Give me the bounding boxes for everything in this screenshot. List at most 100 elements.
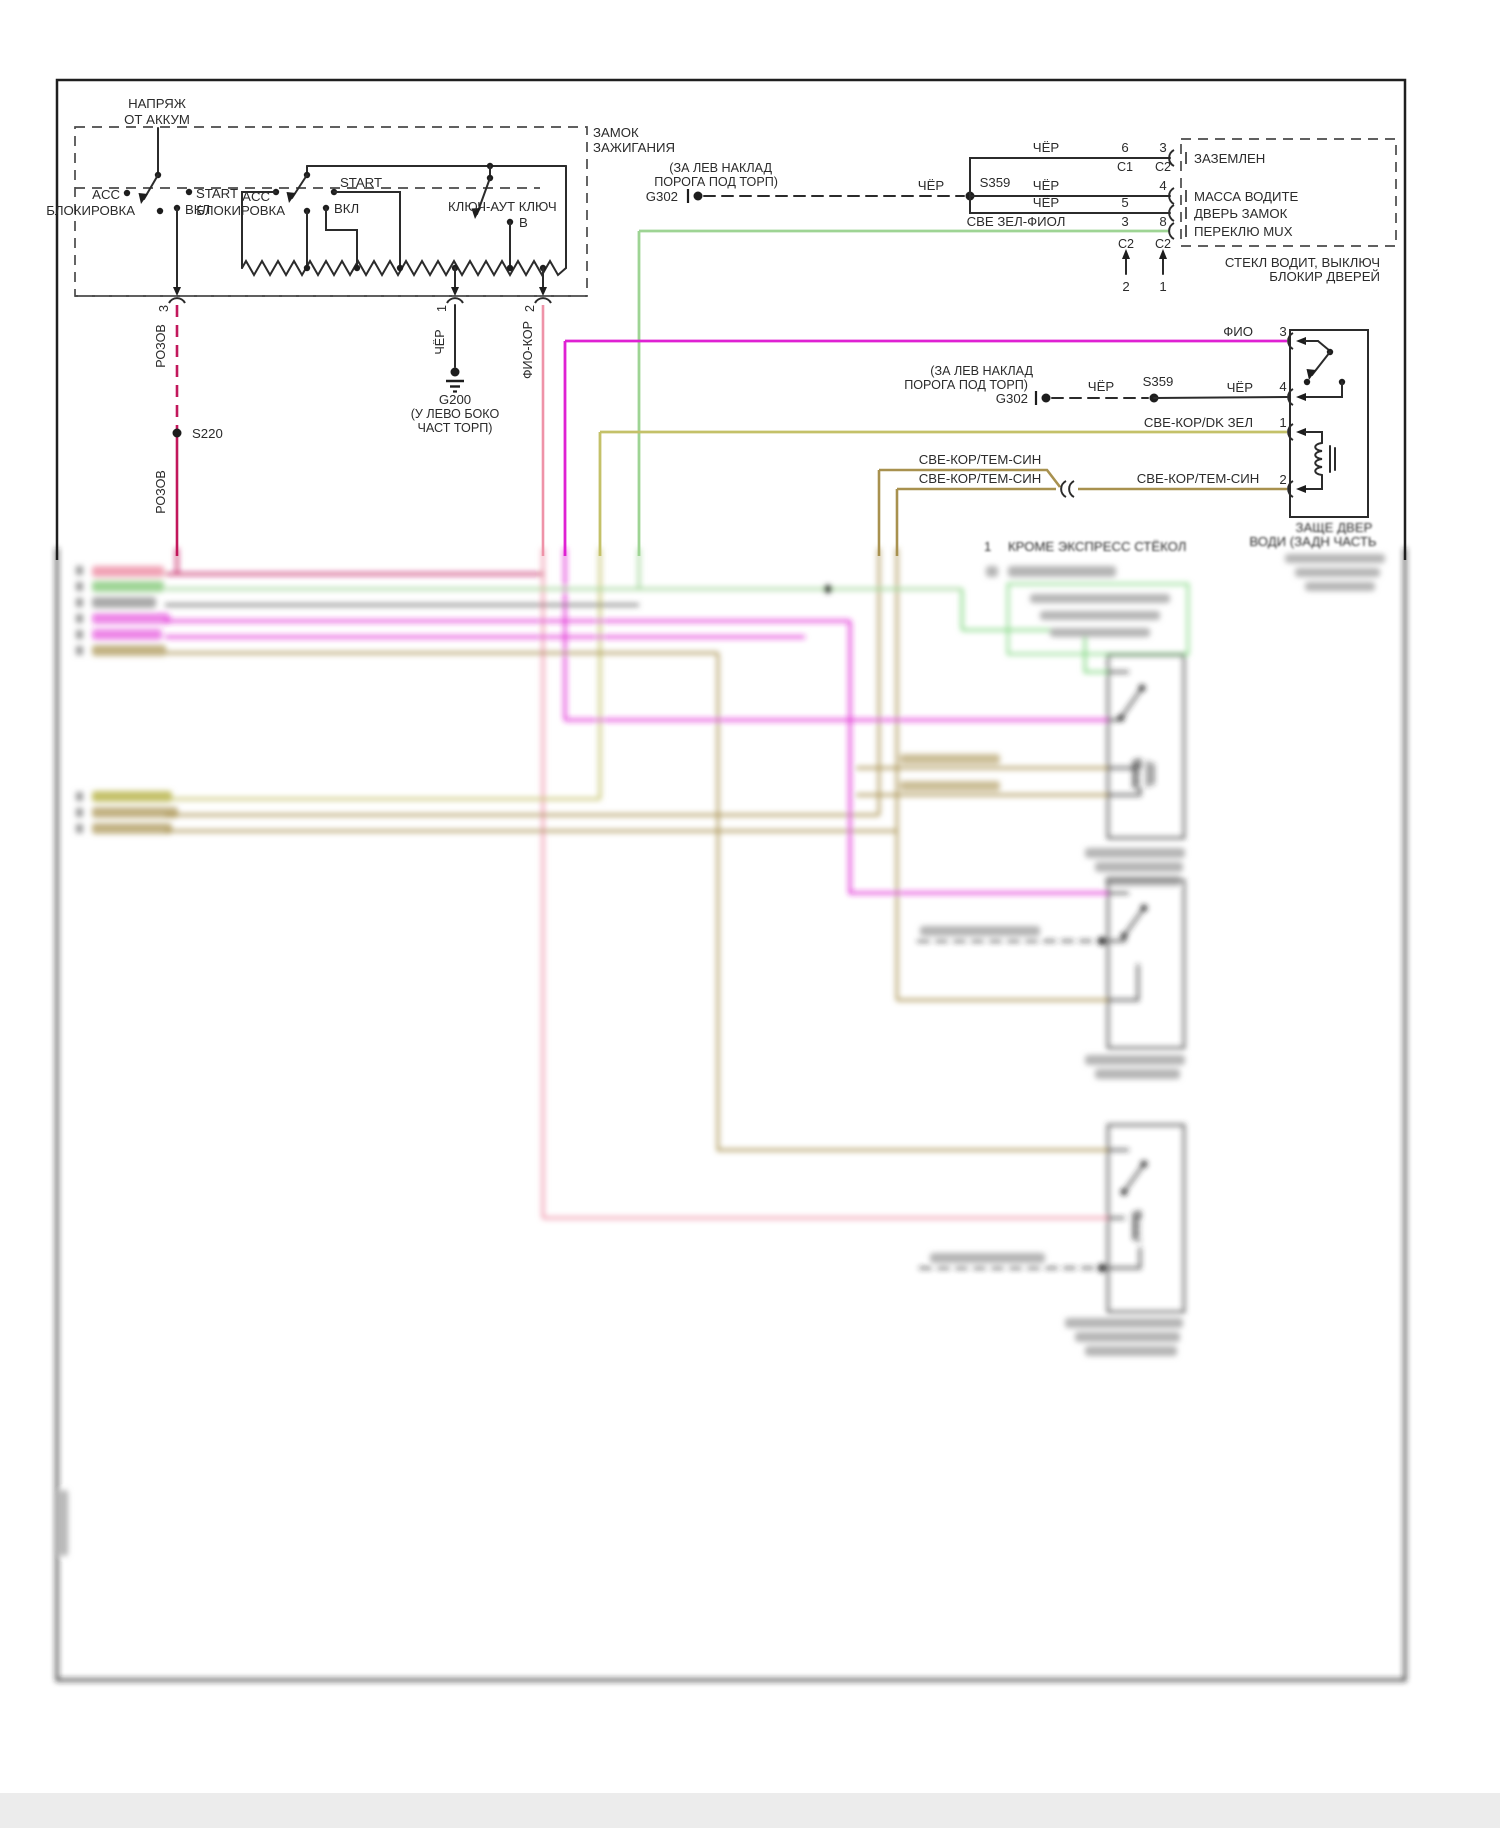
- bulkhead-pin-violet-brown: 2: [523, 305, 537, 312]
- conn-c1: C1: [1117, 160, 1133, 174]
- wire-label-pink-lower: РОЗОВ: [154, 470, 168, 514]
- blurred-text-smudge: [900, 754, 1000, 764]
- sw1-start-label: START: [196, 186, 238, 201]
- driver-window-lock-switch: ЗАЗЕМЛЕН МАССА ВОДИТЕ ДВЕРЬ ЗАМОК ПЕРЕКЛ…: [1118, 138, 1397, 294]
- sw1-acc-label: ACC: [92, 187, 120, 202]
- wire-label-tan-right: СВЕ-КОР/ТЕМ-СИН: [1137, 471, 1260, 486]
- blurred-text-smudge: [92, 823, 172, 834]
- ignition-wafer-2: ACC БЛОКИРОВКА START ВКЛ: [196, 165, 567, 269]
- blurred-text-smudge: [92, 645, 166, 656]
- g200-ground-branch: ЧЁР G200 (У ЛЕВО БОКО ЧАСТ ТОРП): [411, 304, 500, 435]
- sw1-run-label: ВКЛ: [185, 202, 210, 217]
- ground-g200-id: G200: [439, 392, 471, 407]
- blurred-caption-smudge: [1065, 1318, 1183, 1328]
- blurred-connector-cluster-1: [76, 566, 962, 656]
- blurred-text-smudge: [92, 581, 164, 592]
- blurred-caption-smudge: [1085, 1055, 1185, 1065]
- inline-connector: [1060, 480, 1075, 498]
- wire-tan-route-1: [716, 653, 1108, 1152]
- splice-s359b-label: S359: [1143, 374, 1174, 389]
- below-conn-c2b: C2: [1155, 237, 1171, 251]
- ignition-box-label-1: ЗАМОК: [593, 125, 639, 140]
- wire-label-black-g302b: ЧЁР: [1088, 379, 1115, 394]
- ignition-box-label-2: ЗАЖИГАНИЯ: [593, 140, 675, 155]
- transition-zone: ЗАЩЕ ДВЕР ВОДИ (ЗАДН ЧАСТЬ 1 КРОМЕ ЭКСПР…: [984, 520, 1377, 554]
- blurred-note-2: [986, 566, 998, 577]
- g302b-branch: (ЗА ЛЕВ НАКЛАД ПОРОГА ПОД ТОРП) G302 ЧЁР…: [904, 364, 1288, 406]
- wire-label-pink-upper: РОЗОВ: [154, 324, 168, 368]
- blurred-text-smudge: [92, 613, 170, 624]
- switch-row-door-lock: ДВЕРЬ ЗАМОК: [1194, 206, 1288, 221]
- pin-6: 6: [1121, 140, 1128, 155]
- key-in-switch: КЛЮЧ-АУТ КЛЮЧ В: [448, 162, 567, 269]
- blurred-text-smudge: [1030, 594, 1170, 603]
- blurred-note-2: [1008, 566, 1116, 577]
- blurred-footnote-smudge: [60, 1490, 68, 1556]
- blurred-caption-smudge: [1285, 554, 1385, 563]
- ground-g302a-id: G302: [646, 189, 678, 204]
- wire-label-violet: ФИО: [1223, 324, 1253, 339]
- wire-label-violet-brown: ФИО-КОР: [521, 321, 535, 379]
- blurred-caption-smudge: [1095, 1069, 1180, 1079]
- ignition-wafer-1: ACC БЛОКИРОВКА START ВКЛ: [46, 127, 238, 289]
- blurred-caption-smudge: [1305, 582, 1375, 591]
- switch-row-driver-ground: МАССА ВОДИТЕ: [1194, 189, 1298, 204]
- wire-label-tan-lower: СВЕ-КОР/ТЕМ-СИН: [919, 471, 1042, 486]
- conn-c2: C2: [1155, 160, 1171, 174]
- wire-label-black-4: ЧЁР: [1033, 178, 1060, 193]
- pin-3: 3: [1159, 140, 1166, 155]
- ground-g200-loc-1: (У ЛЕВО БОКО: [411, 407, 500, 421]
- violet-brown-branch: ФИО-КОР: [521, 305, 545, 556]
- relay-pin-2: 2: [1279, 472, 1286, 487]
- switch-row-mux: ПЕРЕКЛЮ MUX: [1194, 224, 1293, 239]
- wire-label-black-relay4: ЧЁР: [1227, 380, 1254, 395]
- blurred-caption-smudge: [1075, 1332, 1180, 1342]
- blurred-caption-smudge: [1095, 862, 1183, 872]
- sw1-lock-label: БЛОКИРОВКА: [46, 203, 135, 218]
- blurred-caption-smudge: [1085, 1346, 1177, 1356]
- page-border-lower: [55, 548, 1407, 1682]
- relay-pin-4: 4: [1279, 379, 1286, 394]
- pin-4: 4: [1159, 178, 1166, 193]
- sw2-lock-label: БЛОКИРОВКА: [196, 203, 285, 218]
- battery-feed-label-1: НАПРЯЖ: [128, 96, 186, 111]
- blurred-text-smudge: [920, 926, 1040, 936]
- driver-switch-caption-2: БЛОКИР ДВЕРЕЙ: [1269, 269, 1380, 284]
- crisp-upper-circuit: НАПРЯЖ ОТ АККУМ ЗАМОК ЗАЖИГАНИЯ ACC БЛОК…: [46, 78, 1407, 560]
- bulkhead-pin-black: 1: [435, 305, 449, 312]
- wire-label-tan-upper: СВЕ-КОР/ТЕМ-СИН: [919, 452, 1042, 467]
- relay-caption-2: ВОДИ (ЗАДН ЧАСТЬ: [1249, 534, 1376, 549]
- blurred-connector-cluster-2: [76, 791, 897, 834]
- ground-g302a-loc-1: (ЗА ЛЕВ НАКЛАД: [669, 161, 772, 175]
- key-switch-label: КЛЮЧ-АУТ КЛЮЧ: [448, 199, 557, 214]
- below-pin-2: 2: [1122, 279, 1129, 294]
- relay-feed-wires: ФИО СВЕ-КОР/DK ЗЕЛ СВЕ-КОР/ТЕМ-СИН СВЕ-К…: [563, 324, 1287, 556]
- blurred-actuator-box-2: [917, 879, 1185, 1079]
- relay-pin-1: 1: [1279, 415, 1286, 430]
- ground-g302b-loc-1: (ЗА ЛЕВ НАКЛАД: [930, 364, 1033, 378]
- key-switch-b-label: В: [519, 215, 528, 230]
- below-pin-1: 1: [1159, 279, 1166, 294]
- bulkhead-pin-pink: 3: [157, 305, 171, 312]
- resistor-ladder: [241, 258, 567, 278]
- blurred-text-smudge: [92, 566, 164, 577]
- bulkhead-connector-violet-brown: 2: [523, 267, 552, 312]
- sw2-run-label: ВКЛ: [334, 201, 359, 216]
- blurred-text-smudge: [92, 791, 172, 802]
- wire-label-black-5: ЧЁР: [1033, 195, 1060, 210]
- note-1-text: КРОМЕ ЭКСПРЕСС СТЁКОЛ: [1008, 539, 1186, 554]
- blurred-actuator-box-1: [1085, 654, 1185, 886]
- splice-s359a-label: S359: [980, 175, 1011, 190]
- below-conn-c2a: C2: [1118, 237, 1134, 251]
- relay-caption-1: ЗАЩЕ ДВЕР: [1296, 520, 1373, 535]
- splice-s220-label: S220: [192, 426, 223, 441]
- wire-label-green-violet: СВЕ ЗЕЛ-ФИОЛ: [967, 214, 1066, 229]
- g302a-branch: (ЗА ЛЕВ НАКЛАД ПОРОГА ПОД ТОРП) G302 ЧЁР…: [637, 140, 1171, 556]
- blurred-caption-smudge: [1295, 568, 1380, 577]
- wire-tan-upper: [879, 468, 1062, 488]
- pink-wire-branch: S220 РОЗОВ РОЗОВ: [154, 305, 223, 556]
- blurred-caption-smudge: [1085, 848, 1185, 858]
- bulkhead-connector-pink: 3: [157, 287, 186, 312]
